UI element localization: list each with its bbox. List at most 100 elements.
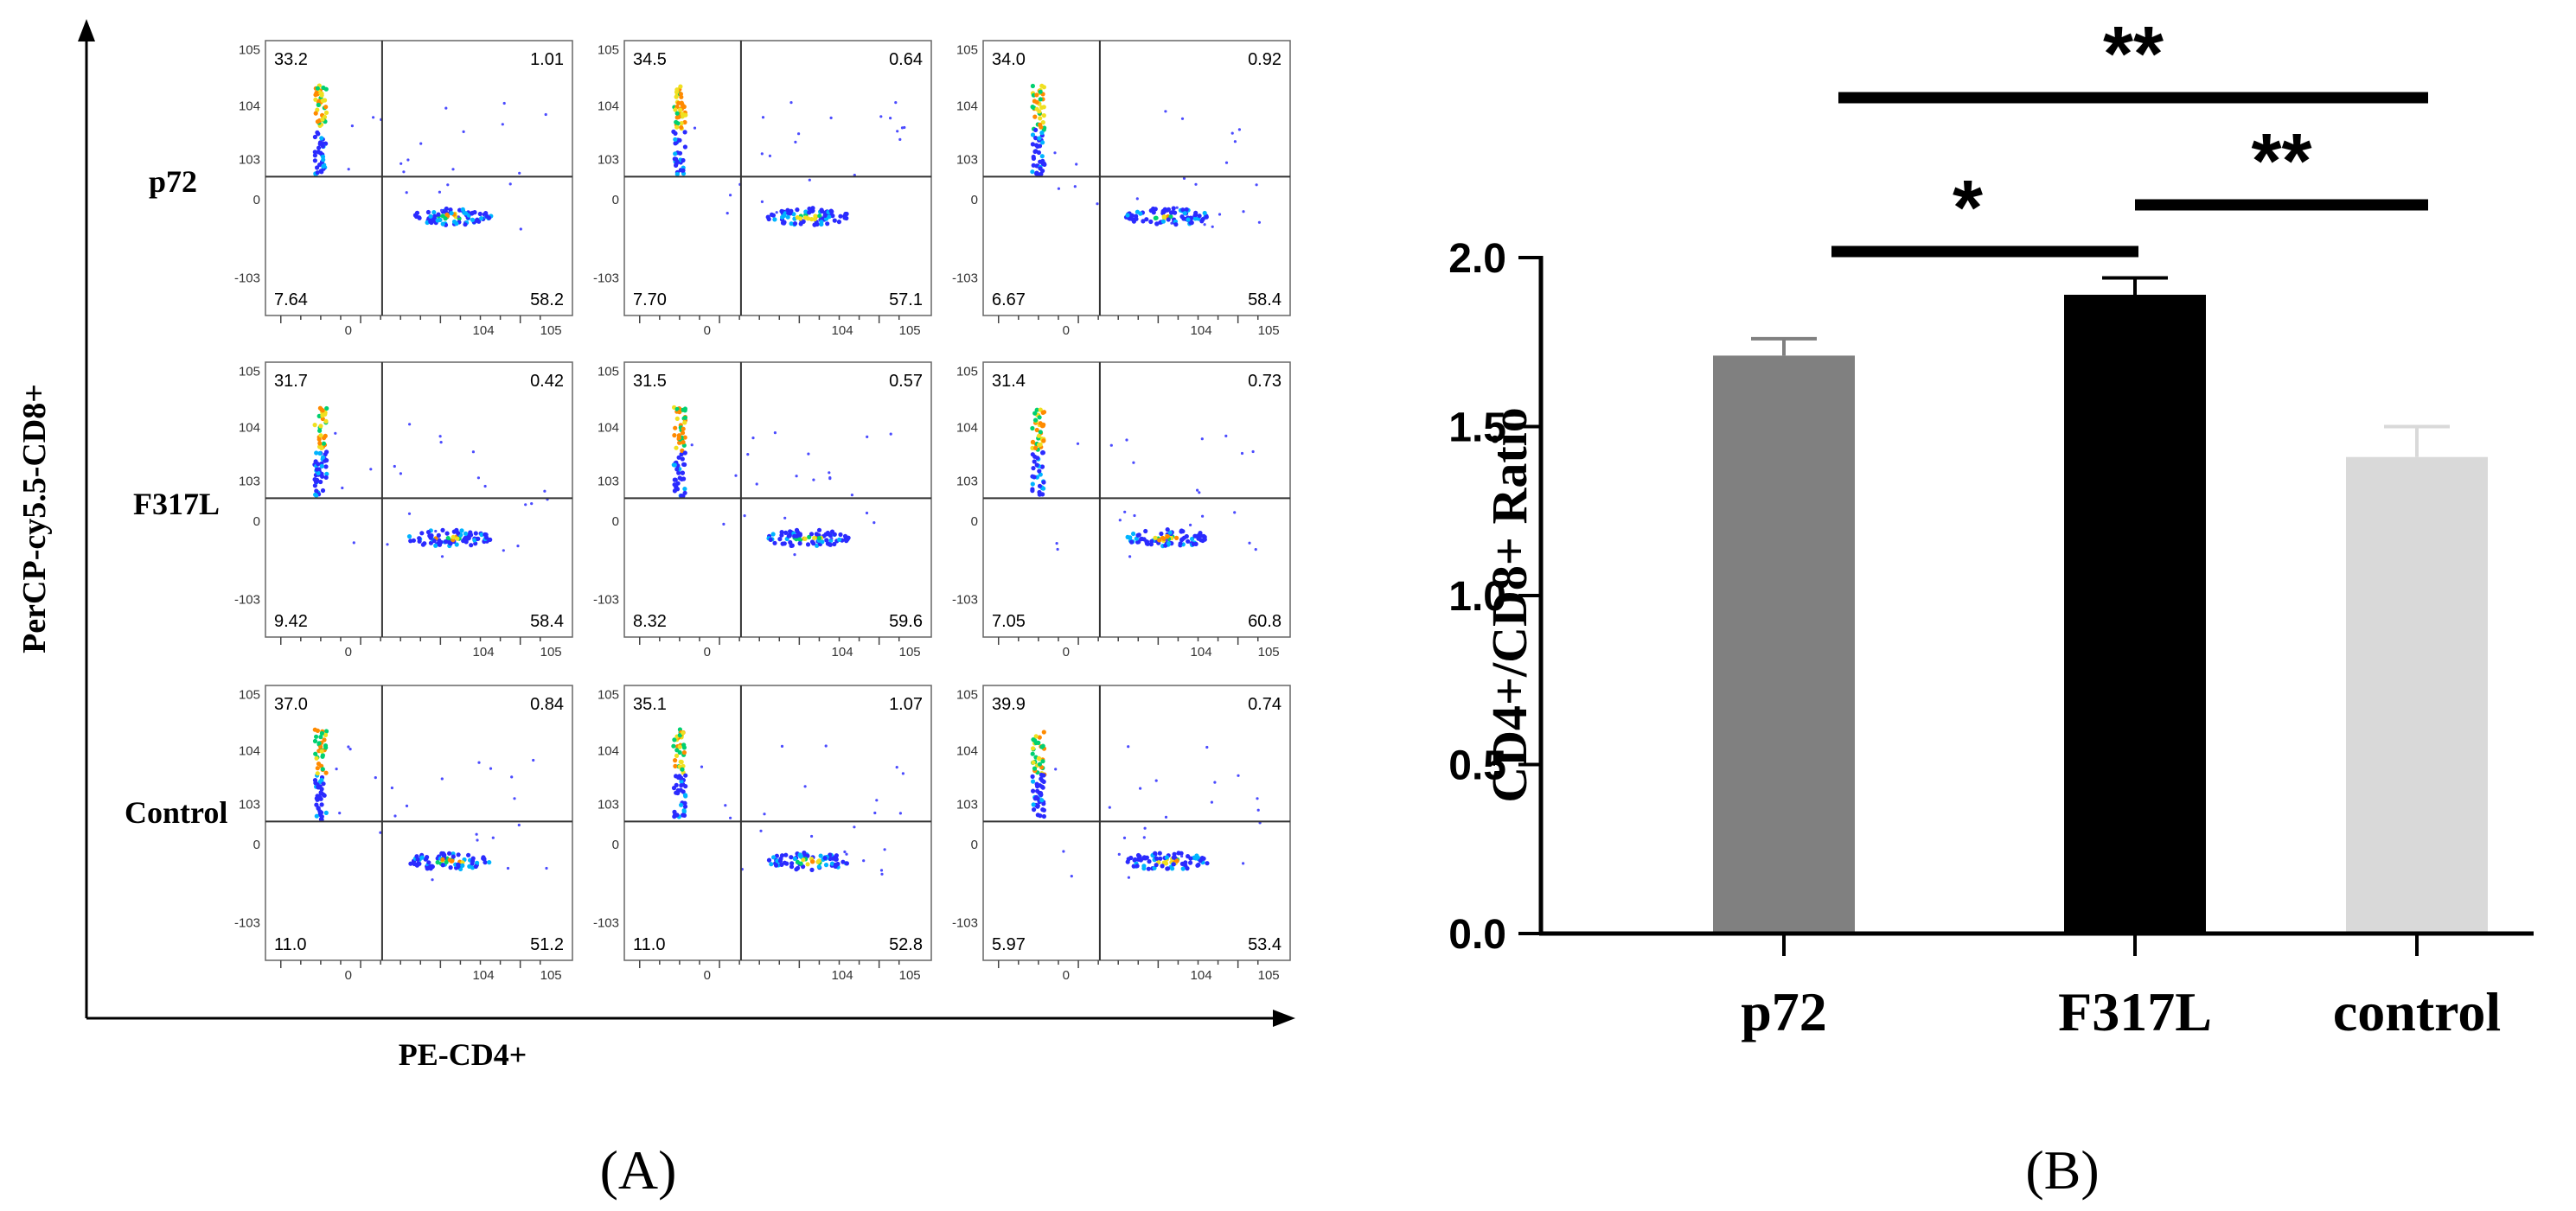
cd4-event — [417, 539, 422, 544]
cd8-event — [1037, 143, 1043, 149]
cd4-event — [477, 211, 483, 217]
cd8-event — [1039, 131, 1045, 136]
quadrant-lower-right-value: 59.6 — [889, 612, 923, 631]
cd4-event — [425, 530, 431, 535]
sparse-event — [1053, 151, 1057, 155]
flow-plot-events — [671, 727, 904, 876]
sparse-event — [875, 799, 879, 802]
flow-y-tick-label: 103 — [239, 475, 260, 489]
cd4-event — [1153, 215, 1158, 220]
quadrant-lower-left-value: 5.97 — [992, 935, 1026, 954]
cd8-event — [1032, 417, 1039, 423]
cd4-event — [436, 212, 441, 217]
cd4-event — [838, 532, 843, 538]
sparse-event — [1230, 131, 1234, 135]
cd4-event — [1167, 530, 1173, 535]
cd4-event — [456, 862, 461, 867]
cd8-event — [1032, 459, 1037, 464]
cd4-event — [772, 540, 777, 545]
cd4-event — [472, 538, 477, 543]
cd8-event — [1039, 776, 1044, 781]
cd8-event — [318, 433, 323, 438]
cd4-event — [1153, 207, 1158, 212]
cd4-event — [444, 859, 449, 865]
sparse-event — [510, 775, 514, 779]
cd4-event — [426, 860, 431, 865]
cd4-event — [451, 529, 457, 534]
quadrant-lower-left-value: 11.0 — [633, 935, 665, 954]
cd4-event — [1129, 539, 1135, 545]
cd4-event — [459, 528, 464, 533]
flow-x-tick-label: 105 — [899, 323, 921, 338]
cd4-event — [1174, 535, 1179, 541]
y-tick-label: 1.0 — [1448, 574, 1506, 620]
flow-x-tick-label: 105 — [899, 645, 921, 660]
cd4-event — [1168, 210, 1174, 215]
panel-a-y-label: PerCP-cy5.5-CD8+ — [16, 384, 53, 653]
cd4-event — [844, 539, 849, 544]
cd8-event — [682, 435, 687, 440]
cd4-event — [432, 214, 438, 219]
cd4-event — [1144, 217, 1149, 222]
cd4-event — [805, 862, 810, 867]
cd4-event — [1171, 855, 1176, 860]
cd8-event — [1031, 760, 1036, 765]
cd4-event — [822, 856, 828, 861]
cd4-event — [791, 212, 796, 217]
cd8-event — [1041, 807, 1046, 813]
cd4-event — [816, 858, 821, 864]
cd8-event — [1030, 142, 1035, 147]
cd4-event — [1189, 220, 1194, 226]
cd8-event — [1038, 813, 1043, 819]
cd4-event — [1192, 213, 1199, 218]
cd4-event — [428, 535, 433, 540]
sparse-event — [724, 804, 727, 807]
cd8-event — [672, 737, 677, 743]
cd8-event — [673, 482, 679, 488]
cd4-event — [802, 536, 808, 541]
cd4-event — [766, 216, 771, 222]
flow-y-tick-label: 0 — [253, 838, 260, 852]
cd4-event — [769, 212, 775, 217]
cd4-event — [1166, 207, 1171, 212]
flow-x-tick-label: 104 — [1191, 323, 1212, 338]
sparse-event — [402, 170, 406, 174]
cd4-event — [1135, 852, 1141, 858]
sparse-event — [759, 829, 763, 832]
cd8-event — [320, 488, 326, 494]
sparse-event — [1154, 779, 1158, 782]
cd8-event — [1034, 92, 1039, 98]
quadrant-lower-left-value: 8.32 — [633, 612, 667, 631]
cd8-event — [314, 467, 319, 472]
sparse-event — [1200, 437, 1204, 441]
sparse-event — [1248, 541, 1251, 545]
cd4-event — [828, 542, 833, 547]
cd4-event — [469, 543, 474, 548]
cd8-event — [679, 451, 684, 457]
cd8-event — [316, 470, 321, 476]
flow-y-tick-label: 103 — [598, 475, 619, 489]
cd8-event — [319, 802, 324, 807]
sparse-event — [1127, 876, 1130, 879]
sparse-event — [532, 758, 535, 762]
sparse-event — [1125, 438, 1128, 442]
cd4-event — [1145, 539, 1150, 545]
cd4-event — [844, 215, 849, 221]
cd4-event — [436, 532, 441, 539]
cd4-event — [802, 215, 809, 220]
cd4-event — [783, 530, 789, 536]
cd4-event — [417, 215, 422, 220]
sparse-event — [895, 766, 898, 769]
flow-plot: 34.0 0.92 6.67 58.4 105 104 103 0 -103 0 104 105 — [952, 40, 1291, 338]
cd4-event — [841, 859, 846, 864]
cd8-event — [323, 745, 329, 750]
sparse-event — [760, 200, 764, 203]
cd8-event — [674, 748, 680, 753]
sparse-event — [1128, 555, 1132, 558]
row-label-control: Control — [125, 795, 227, 830]
sparse-event — [879, 869, 884, 872]
sparse-event — [1117, 852, 1121, 857]
flow-y-tick-label: 0 — [253, 193, 260, 207]
cd8-event — [680, 430, 686, 436]
flow-plot-events — [1030, 407, 1257, 558]
